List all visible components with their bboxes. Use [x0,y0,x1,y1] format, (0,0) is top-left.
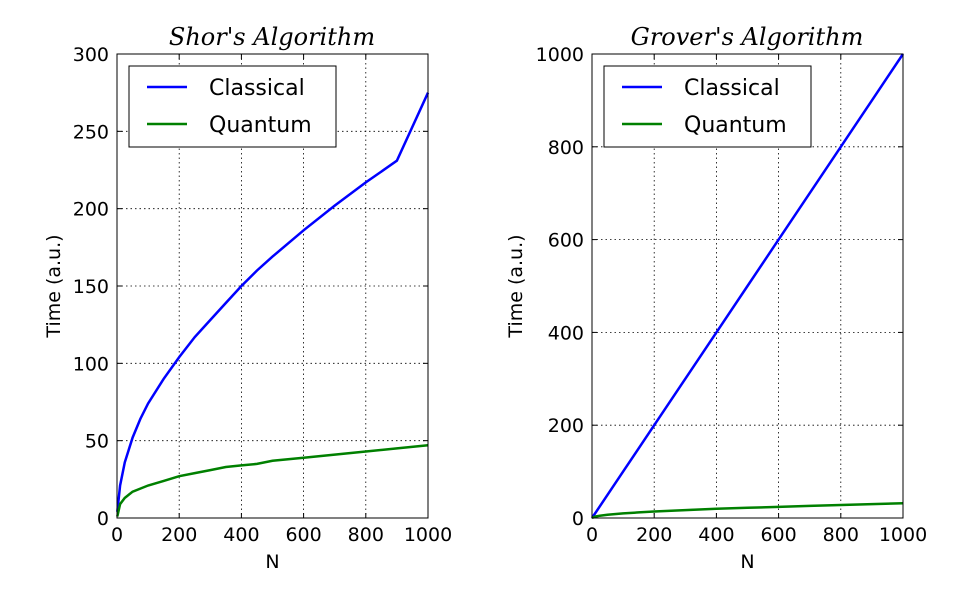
legend: Classical Quantum [128,65,337,148]
y-tick-label: 600 [548,230,584,252]
x-tick-label: 1000 [879,524,927,546]
y-tick-label: 50 [85,431,109,453]
chart-title: Shor's Algorithm [169,23,375,51]
y-axis-label: Time (a.u.) [505,234,527,338]
x-tick-label: 400 [698,524,734,546]
series-line-quantum [116,444,429,517]
series-line-quantum [591,501,904,520]
y-tick-label: 1000 [536,44,584,66]
y-tick-label: 400 [548,322,584,344]
chart-panel-2: 0 200 400 600 800 1000 0 200 400 600 800 1000 Grover… [505,23,927,573]
chart-panel-1: 0 200 400 600 800 1000 0 50 100 150 200 250 300 Shor'… [43,23,452,573]
y-tick-label: 300 [73,44,109,66]
plot-frame [591,53,904,519]
series-line-classical [116,92,430,512]
legend-label-classical: Classical [209,76,305,101]
legend-label-quantum: Quantum [684,113,787,138]
x-tick-label: 0 [111,524,123,546]
y-tick-label: 0 [572,508,584,530]
x-tick-label: 400 [223,524,259,546]
x-axis-label: N [740,551,754,573]
x-tick-label: 0 [586,524,598,546]
x-tick-label: 1000 [404,524,452,546]
y-tick-label: 200 [548,415,584,437]
chart-title: Grover's Algorithm [631,23,864,51]
y-tick-label: 100 [73,353,109,375]
x-tick-label: 800 [348,524,384,546]
legend-label-classical: Classical [684,76,780,101]
x-tick-label: 200 [161,524,197,546]
legend: Classical Quantum [603,65,812,148]
y-axis-label: Time (a.u.) [43,234,65,338]
y-tick-label: 250 [73,121,109,143]
legend-box [128,65,337,148]
x-tick-label: 800 [823,524,859,546]
series-line-classical [590,53,905,519]
legend-box [603,65,812,148]
y-tick-label: 800 [548,137,584,159]
x-tick-label: 600 [285,524,321,546]
x-tick-label: 600 [760,524,796,546]
y-tick-label: 0 [97,508,109,530]
y-tick-label: 150 [73,276,109,298]
y-tick-label: 200 [73,199,109,221]
legend-label-quantum: Quantum [209,113,312,138]
x-axis-label: N [265,551,279,573]
x-tick-label: 200 [636,524,672,546]
